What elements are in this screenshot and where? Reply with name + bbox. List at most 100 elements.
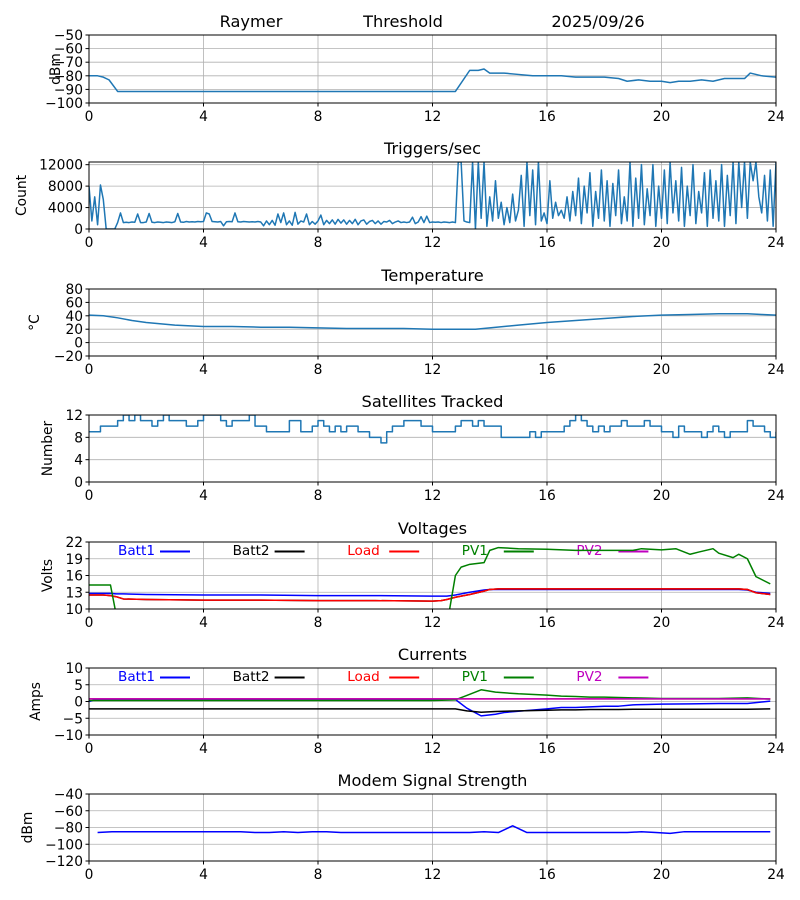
x-tick-label: 24 — [767, 488, 785, 504]
series-line-triggers — [89, 162, 776, 229]
x-tick-label: 20 — [653, 488, 671, 504]
y-tick-label: 5 — [74, 678, 83, 694]
x-tick-label: 0 — [85, 109, 94, 125]
y-tick-label: −80 — [54, 69, 83, 85]
series-group — [89, 546, 771, 609]
x-tick-label: 12 — [424, 741, 442, 757]
panel-satellites: 0 4 8 12 16 20 24 0 4 8 12 Number Satellites Tracked — [40, 392, 785, 504]
x-tick-label: 24 — [767, 235, 785, 251]
y-tick-label: 22 — [65, 535, 83, 551]
x-tick-label: 12 — [424, 867, 442, 883]
legend-label-batt1: Batt1 — [118, 669, 155, 685]
series-line-temperature — [89, 313, 776, 330]
x-tick-label: 24 — [767, 362, 785, 378]
x-tick-label: 20 — [653, 235, 671, 251]
panel-title: Voltages — [398, 519, 467, 538]
y-tick-label: −120 — [45, 854, 83, 870]
x-tick-label: 16 — [538, 867, 556, 883]
x-tick-label: 8 — [314, 741, 323, 757]
header-mode: Threshold — [362, 12, 443, 31]
x-tick-label: 8 — [314, 235, 323, 251]
x-tick-label: 12 — [424, 362, 442, 378]
y-tick-label: −100 — [45, 96, 83, 112]
legend-label-pv1: PV1 — [462, 669, 488, 685]
y-axis-label: Amps — [28, 682, 44, 721]
x-tick-label: 0 — [85, 867, 94, 883]
y-tick-label: 0 — [74, 695, 83, 711]
x-tick-label: 16 — [538, 109, 556, 125]
x-tick-label: 4 — [199, 235, 208, 251]
y-tick-label: 80 — [65, 282, 83, 298]
y-tick-label: −60 — [54, 42, 83, 58]
y-tick-label: 10 — [65, 661, 83, 677]
figure-header: Raymer Threshold 2025/09/26 — [220, 12, 645, 31]
series-line-satellites — [89, 415, 776, 444]
y-tick-label: 12000 — [39, 158, 83, 174]
x-tick-label: 20 — [653, 362, 671, 378]
y-tick-label: 0 — [74, 475, 83, 491]
y-tick-label: −100 — [45, 837, 83, 853]
series-line-modem — [97, 825, 771, 835]
y-tick-label: 40 — [65, 309, 83, 325]
y-tick-label: 16 — [65, 569, 83, 585]
x-tick-label: 0 — [85, 488, 94, 504]
panel-title: Modem Signal Strength — [338, 771, 528, 790]
y-tick-label: −5 — [63, 711, 83, 727]
y-tick-label: 13 — [65, 585, 83, 601]
header-station: Raymer — [220, 12, 283, 31]
y-tick-label: 8000 — [48, 179, 83, 195]
x-tick-label: 24 — [767, 741, 785, 757]
y-tick-label: 4 — [74, 453, 83, 469]
x-tick-label: 16 — [538, 488, 556, 504]
legend: Batt1 Batt2 Load PV1 PV2 — [118, 543, 649, 559]
series-line-rssi — [89, 68, 776, 93]
y-tick-label: 8 — [74, 430, 83, 446]
x-tick-label: 12 — [424, 615, 442, 631]
legend-label-pv2: PV2 — [576, 669, 602, 685]
y-tick-label: −70 — [54, 55, 83, 71]
x-tick-label: 20 — [653, 867, 671, 883]
panel-triggers: 0 4 8 12 16 20 24 0 4000 8000 12000 Count Triggers/s… — [14, 139, 785, 251]
y-tick-label: 60 — [65, 295, 83, 311]
x-tick-label: 8 — [314, 488, 323, 504]
x-tick-label: 12 — [424, 109, 442, 125]
x-tick-label: 8 — [314, 109, 323, 125]
legend: Batt1 Batt2 Load PV1 PV2 — [118, 669, 649, 685]
x-tick-label: 12 — [424, 488, 442, 504]
x-tick-label: 16 — [538, 235, 556, 251]
x-tick-label: 20 — [653, 109, 671, 125]
x-tick-label: 8 — [314, 615, 323, 631]
legend-label-batt2: Batt2 — [233, 543, 270, 559]
x-tick-label: 8 — [314, 867, 323, 883]
x-tick-label: 16 — [538, 362, 556, 378]
x-tick-label: 24 — [767, 867, 785, 883]
y-tick-label: −20 — [54, 349, 83, 365]
legend-label-batt2: Batt2 — [233, 669, 270, 685]
series-group — [97, 825, 771, 835]
x-tick-label: 4 — [199, 488, 208, 504]
y-tick-label: −80 — [54, 821, 83, 837]
header-date: 2025/09/26 — [551, 12, 644, 31]
x-tick-label: 0 — [85, 362, 94, 378]
y-tick-label: −40 — [54, 787, 83, 803]
y-tick-label: 0 — [74, 336, 83, 352]
series-group — [89, 689, 771, 717]
y-axis-label: Number — [40, 420, 56, 476]
x-tick-label: 4 — [199, 362, 208, 378]
y-axis-label: Count — [14, 174, 30, 216]
legend-label-load: Load — [347, 669, 380, 685]
y-tick-label: 4000 — [48, 201, 83, 217]
x-tick-label: 20 — [653, 615, 671, 631]
y-tick-label: −90 — [54, 82, 83, 98]
y-tick-label: 19 — [65, 552, 83, 568]
series-group — [89, 313, 776, 330]
series-group — [89, 68, 776, 93]
x-tick-label: 12 — [424, 235, 442, 251]
series-group — [89, 415, 776, 444]
x-tick-label: 4 — [199, 615, 208, 631]
panel-modem: 0 4 8 12 16 20 24 −120−100−80−60−40 dBm Modem Sig… — [20, 771, 785, 883]
